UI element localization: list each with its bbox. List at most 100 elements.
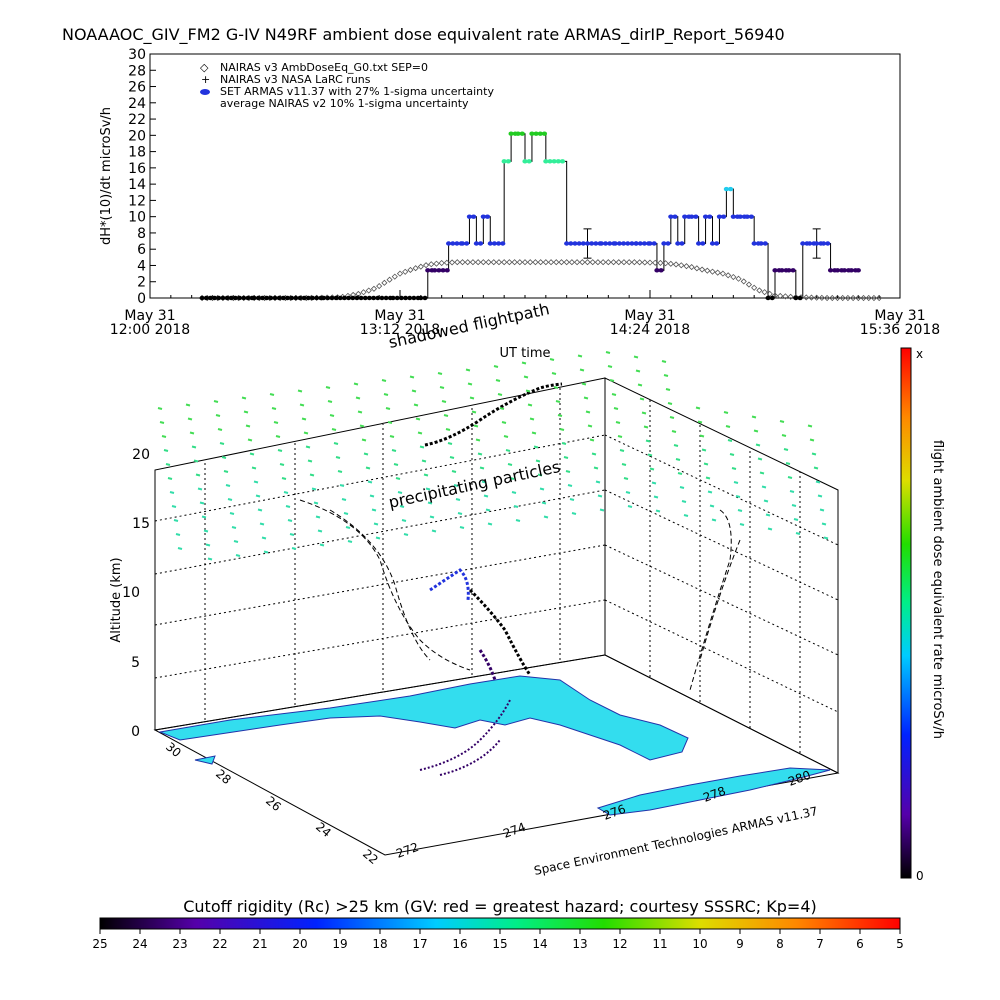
armas-point	[716, 214, 723, 219]
particle-mark	[635, 369, 641, 373]
nairas-point	[876, 294, 883, 302]
particle-mark	[621, 463, 627, 466]
armas-point	[505, 159, 511, 164]
particle-mark	[191, 445, 197, 449]
particle-mark	[205, 543, 211, 547]
particle-mark	[695, 406, 701, 410]
armas-point	[827, 268, 834, 273]
particle-mark	[637, 383, 643, 387]
armas-point	[584, 241, 591, 246]
nairas-point	[600, 259, 607, 266]
rigidity-tick-label: 23	[172, 937, 187, 951]
particle-mark	[661, 360, 667, 363]
armas-point	[203, 295, 209, 301]
particle-mark	[441, 400, 447, 403]
particle-mark	[725, 425, 731, 428]
figure-title: NOAAAOC_GIV_FM2 G-IV N49RF ambient dose …	[62, 25, 785, 45]
particle-mark	[251, 466, 257, 470]
particle-mark	[735, 495, 741, 498]
nairas-point	[855, 294, 862, 302]
particle-mark	[259, 522, 265, 526]
armas-point	[658, 268, 664, 273]
particle-mark	[527, 403, 533, 407]
armas-point	[797, 295, 803, 301]
particle-mark	[595, 480, 601, 484]
particle-mark	[415, 417, 421, 421]
armas-point	[765, 295, 771, 301]
nairas-point	[824, 294, 831, 302]
armas-point	[371, 295, 377, 301]
y-tick-label: 12	[128, 193, 146, 209]
particle-mark	[613, 407, 619, 410]
z-tick-0: 0	[131, 724, 140, 740]
armas-point	[398, 295, 404, 301]
armas-point	[354, 295, 360, 301]
armas-point	[425, 268, 431, 273]
armas-point	[679, 241, 685, 246]
nairas-point	[501, 259, 508, 266]
particle-mark	[711, 518, 717, 522]
armas-point	[779, 268, 785, 273]
armas-point	[786, 268, 792, 273]
armas-point	[259, 295, 266, 301]
particle-mark	[261, 536, 267, 540]
armas-point	[580, 241, 586, 246]
armas-point	[654, 268, 660, 273]
nairas-point	[579, 259, 586, 266]
nairas-point	[495, 259, 503, 266]
x-tick-label-time: 12:00 2018	[110, 322, 190, 338]
nairas-point	[490, 259, 497, 266]
rigidity-tick-label: 16	[452, 937, 467, 951]
y-tick-label: 4	[137, 258, 146, 274]
armas-point	[272, 295, 278, 301]
nairas-point	[464, 259, 471, 266]
particle-mark	[807, 424, 813, 428]
particle-mark	[681, 500, 687, 503]
particle-mark	[467, 382, 473, 386]
particle-mark	[325, 386, 331, 389]
particle-mark	[473, 424, 479, 428]
armas-point	[841, 268, 848, 273]
armas-point	[491, 241, 498, 246]
particle-mark	[449, 456, 455, 459]
particle-mark	[649, 467, 655, 471]
particle-mark	[607, 365, 613, 368]
particle-mark	[787, 476, 793, 479]
x-axis-label: UT time	[500, 346, 551, 361]
rigidity-tick-label: 22	[212, 937, 227, 951]
armas-point	[241, 295, 247, 301]
particle-mark	[163, 449, 169, 452]
nairas-point	[417, 263, 424, 270]
particle-mark	[279, 463, 285, 466]
armas-point	[341, 295, 348, 301]
armas-point	[543, 159, 549, 164]
particle-mark	[457, 512, 463, 515]
particle-mark	[543, 515, 549, 519]
armas-point	[641, 241, 648, 246]
nairas-point	[725, 272, 732, 279]
particle-mark	[427, 501, 433, 505]
precipitating-particles-label: precipitating particles	[387, 457, 562, 512]
nairas-point	[402, 268, 409, 275]
nairas-point	[860, 294, 867, 302]
x-tick-label-date: May 31	[874, 308, 925, 324]
armas-point	[515, 131, 521, 136]
particle-mark	[481, 480, 487, 484]
armas-point	[500, 241, 506, 246]
particle-mark	[535, 459, 541, 463]
armas-point	[821, 241, 827, 246]
armas-point	[702, 214, 709, 219]
particle-mark	[485, 508, 491, 512]
particle-mark	[421, 459, 427, 463]
armas-point	[616, 241, 623, 246]
nairas-point	[532, 259, 539, 266]
legend-item-nairas-larc: NAIRAS v3 NASA LaRC runs	[220, 73, 371, 86]
particle-mark	[165, 463, 171, 466]
armas-point	[602, 241, 609, 246]
y-tick-label: 0	[137, 291, 146, 307]
nairas-point	[714, 269, 721, 276]
particle-mark	[371, 508, 377, 512]
particle-mark	[195, 473, 201, 477]
particle-mark	[199, 501, 205, 505]
